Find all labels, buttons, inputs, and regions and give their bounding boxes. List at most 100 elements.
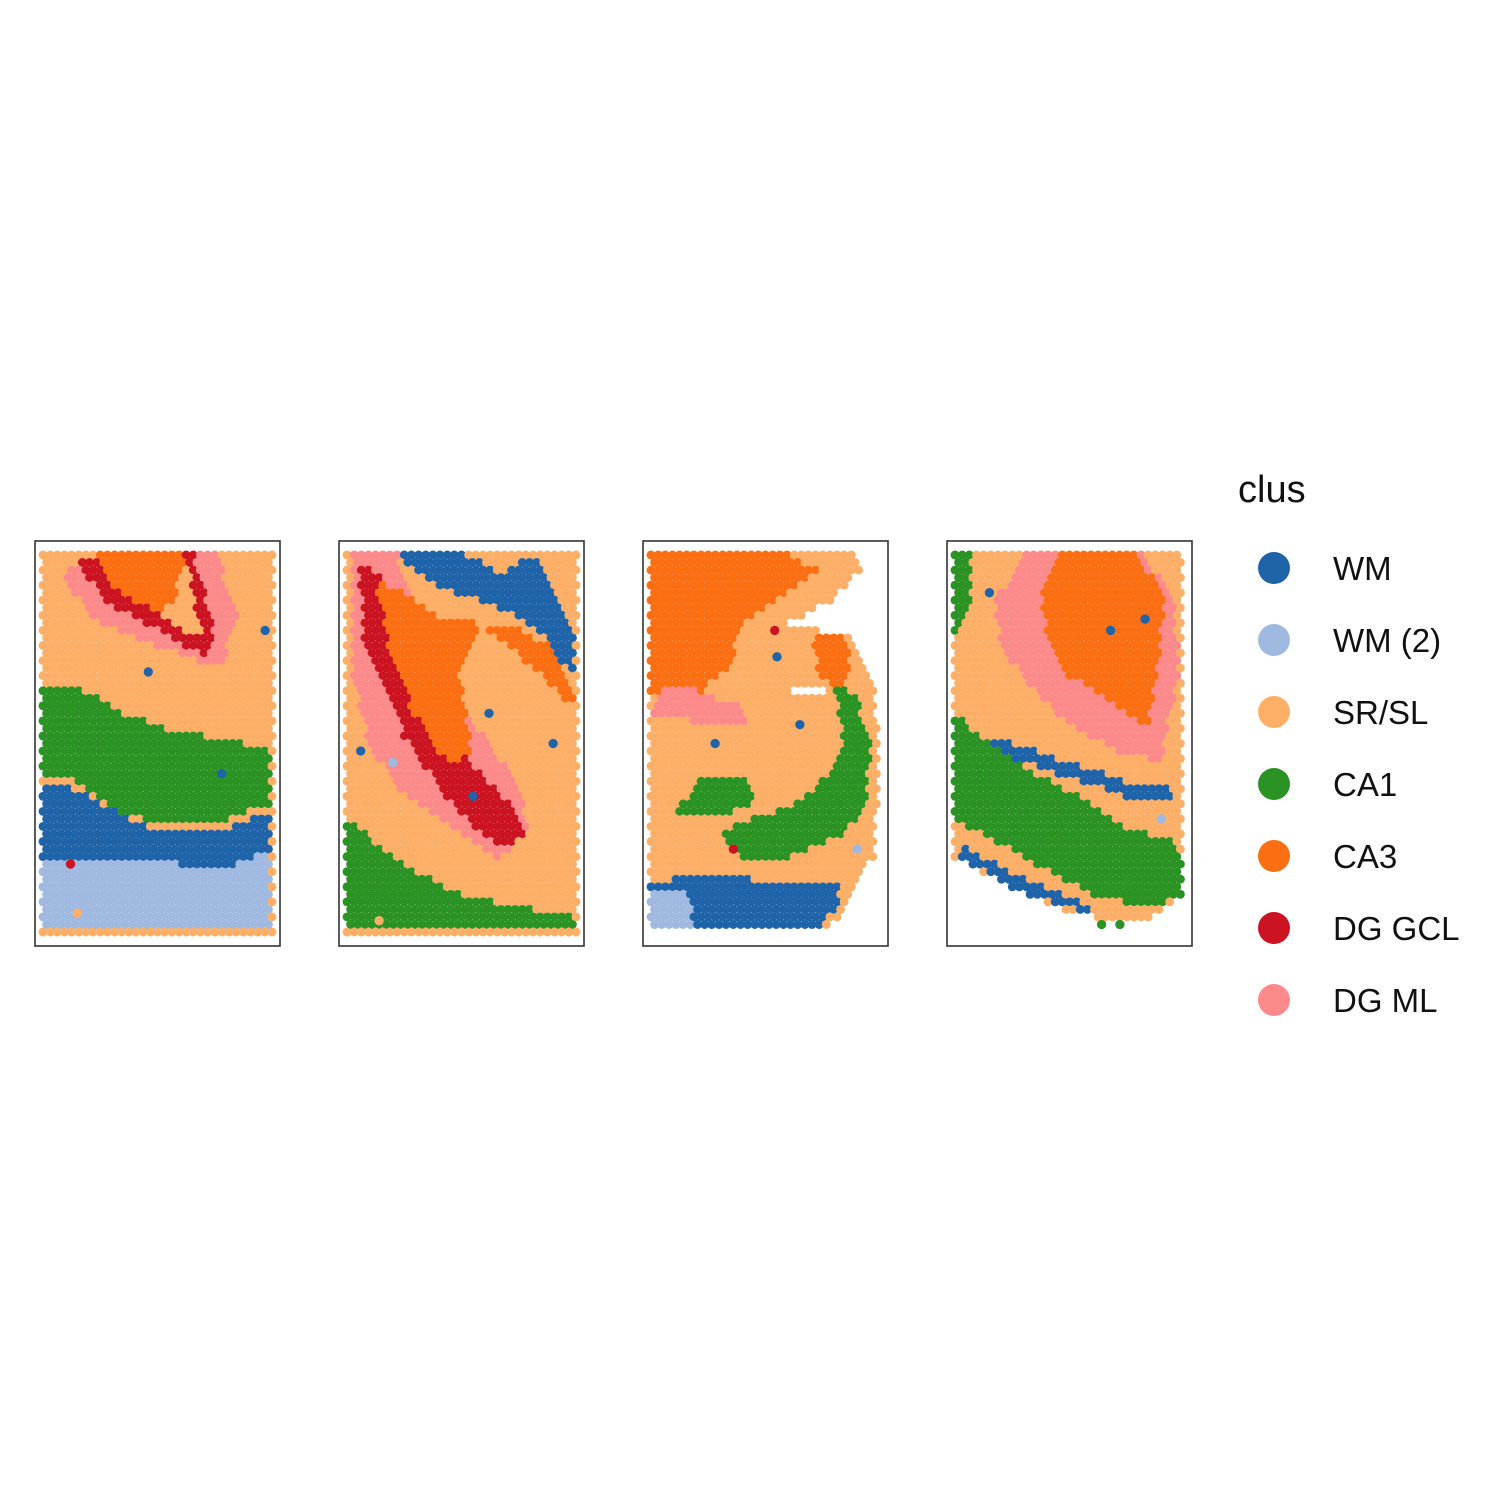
spot-wm [49, 799, 59, 809]
spot-dggcl [142, 603, 152, 613]
spot-ca1 [95, 716, 105, 726]
spot-srsl [138, 701, 148, 711]
spot-srsl [253, 550, 263, 560]
spot-srsl [1175, 573, 1185, 583]
spot-dgml [185, 648, 195, 658]
spot-ca1 [260, 761, 270, 771]
spot-ca1 [77, 708, 87, 718]
spot-wm [145, 837, 155, 846]
spot-srsl [782, 686, 792, 696]
spot-dgml [102, 610, 112, 620]
spot-wm2 [138, 867, 148, 877]
spot-ca3 [149, 588, 159, 598]
spot-wm2 [95, 897, 105, 907]
spot-ca1 [88, 761, 98, 771]
spot-srsl [81, 625, 91, 635]
spot-dggcl [185, 633, 195, 643]
spot-srsl [267, 852, 277, 862]
spot-srsl [49, 603, 59, 613]
spot-srsl [267, 686, 277, 696]
spot-ca1 [238, 776, 248, 786]
spot-dgml [213, 603, 223, 613]
spot-srsl [63, 678, 73, 688]
spot-wm [256, 814, 266, 824]
spot-srsl [857, 859, 867, 869]
spot-srsl [267, 565, 277, 575]
spot-wm2 [170, 889, 180, 899]
spot-srsl [195, 701, 205, 711]
spot-wm2 [42, 874, 52, 884]
spot-srsl [174, 821, 184, 831]
spot-wm2 [138, 882, 148, 892]
spot-srsl [52, 610, 62, 620]
spot-ca1 [63, 769, 73, 779]
spot-srsl [235, 573, 245, 583]
spot-ca1 [67, 761, 77, 771]
spot-wm2 [263, 874, 273, 884]
spot-dgml [88, 610, 98, 620]
spot-ca1 [145, 761, 155, 771]
spot-dgml [70, 573, 80, 583]
spot-wm [92, 829, 102, 839]
spot-wm2 [256, 889, 266, 899]
spot-srsl [246, 656, 255, 666]
spot-ca1 [213, 799, 223, 809]
spot-wm [102, 821, 112, 831]
spot-srsl [163, 693, 173, 703]
spot-wm [60, 821, 69, 831]
spot-wm2 [49, 874, 59, 884]
spot-dggcl [188, 550, 198, 560]
spot-ca1 [124, 776, 134, 786]
spot-dgml [77, 573, 87, 583]
spot-wm [178, 829, 187, 839]
spot-srsl [267, 671, 277, 681]
panel-4 [946, 540, 1193, 947]
spot-dgml [135, 618, 145, 628]
spot-srsl [163, 648, 173, 658]
spot-ca1 [181, 746, 191, 756]
spot-srsl [839, 580, 849, 590]
spot-dgml [160, 641, 170, 650]
spot-ca1 [256, 784, 266, 794]
spot-ca1 [70, 769, 80, 779]
spot-wm [195, 837, 205, 846]
spot-ca1 [213, 814, 223, 824]
spot-srsl [206, 693, 216, 703]
spot-srsl [99, 799, 109, 809]
spot-ca1 [38, 761, 48, 771]
spot-wm [145, 852, 155, 862]
spot-srsl [253, 731, 263, 741]
spot-wm [242, 844, 252, 854]
spot-srsl [70, 558, 80, 567]
spot-srsl [178, 663, 187, 673]
spot-srsl [263, 573, 273, 583]
spot-ca1 [88, 716, 98, 726]
spot-srsl [571, 837, 581, 846]
spot-wm [56, 829, 66, 839]
spot-wm [42, 799, 52, 809]
spot-ca3 [131, 580, 141, 590]
spot-ca1 [70, 723, 80, 733]
spot-wm [99, 844, 109, 854]
spot-srsl [110, 656, 120, 666]
spot-srsl [95, 671, 105, 681]
spot-wm2 [128, 859, 137, 869]
spot-srsl [60, 641, 69, 650]
spot-srsl [99, 693, 109, 703]
spot-srsl [246, 806, 255, 816]
spot-ca1 [217, 761, 227, 771]
spot-ca1 [153, 776, 162, 786]
spot-ca1 [174, 731, 184, 741]
spot-srsl [149, 678, 159, 688]
spot-dggcl [728, 844, 739, 854]
spot-dgml [203, 595, 213, 605]
spot-wm [60, 837, 69, 846]
spot-ca1 [242, 754, 252, 764]
spot-wm [102, 806, 112, 816]
spot-srsl [88, 641, 98, 650]
spot-wm2 [117, 867, 127, 877]
spot-ca1 [56, 739, 66, 748]
spot-wm2 [92, 859, 102, 869]
spot-srsl [188, 610, 198, 620]
